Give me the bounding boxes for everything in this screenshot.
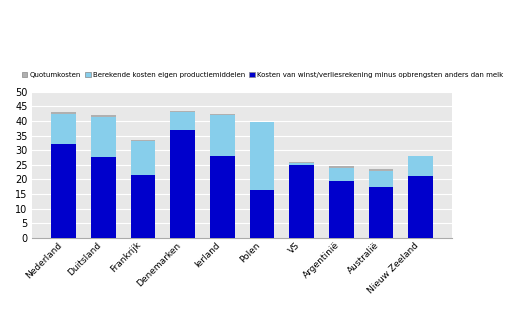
Bar — [171, 112, 195, 130]
Bar — [131, 141, 155, 175]
Bar — [289, 163, 314, 165]
Bar — [289, 165, 314, 238]
Bar — [51, 144, 76, 238]
Bar — [289, 162, 314, 163]
Bar — [91, 157, 116, 238]
Bar — [91, 117, 116, 157]
Bar — [369, 170, 393, 187]
Bar — [210, 156, 235, 238]
Bar — [131, 140, 155, 141]
Legend: Quotumkosten, Berekende kosten eigen productiemiddelen, Kosten van winst/verlies: Quotumkosten, Berekende kosten eigen pro… — [19, 69, 506, 80]
Bar — [171, 130, 195, 238]
Bar — [408, 156, 433, 176]
Bar — [131, 175, 155, 238]
Bar — [369, 187, 393, 238]
Bar — [51, 113, 76, 144]
Bar — [171, 111, 195, 112]
Bar — [91, 115, 116, 117]
Bar — [369, 169, 393, 171]
Bar — [250, 190, 275, 238]
Bar — [408, 176, 433, 238]
Bar — [210, 115, 235, 156]
Bar — [51, 112, 76, 113]
Bar — [250, 122, 275, 190]
Bar — [329, 166, 354, 168]
Bar — [329, 168, 354, 181]
Bar — [329, 181, 354, 238]
Bar — [210, 113, 235, 115]
